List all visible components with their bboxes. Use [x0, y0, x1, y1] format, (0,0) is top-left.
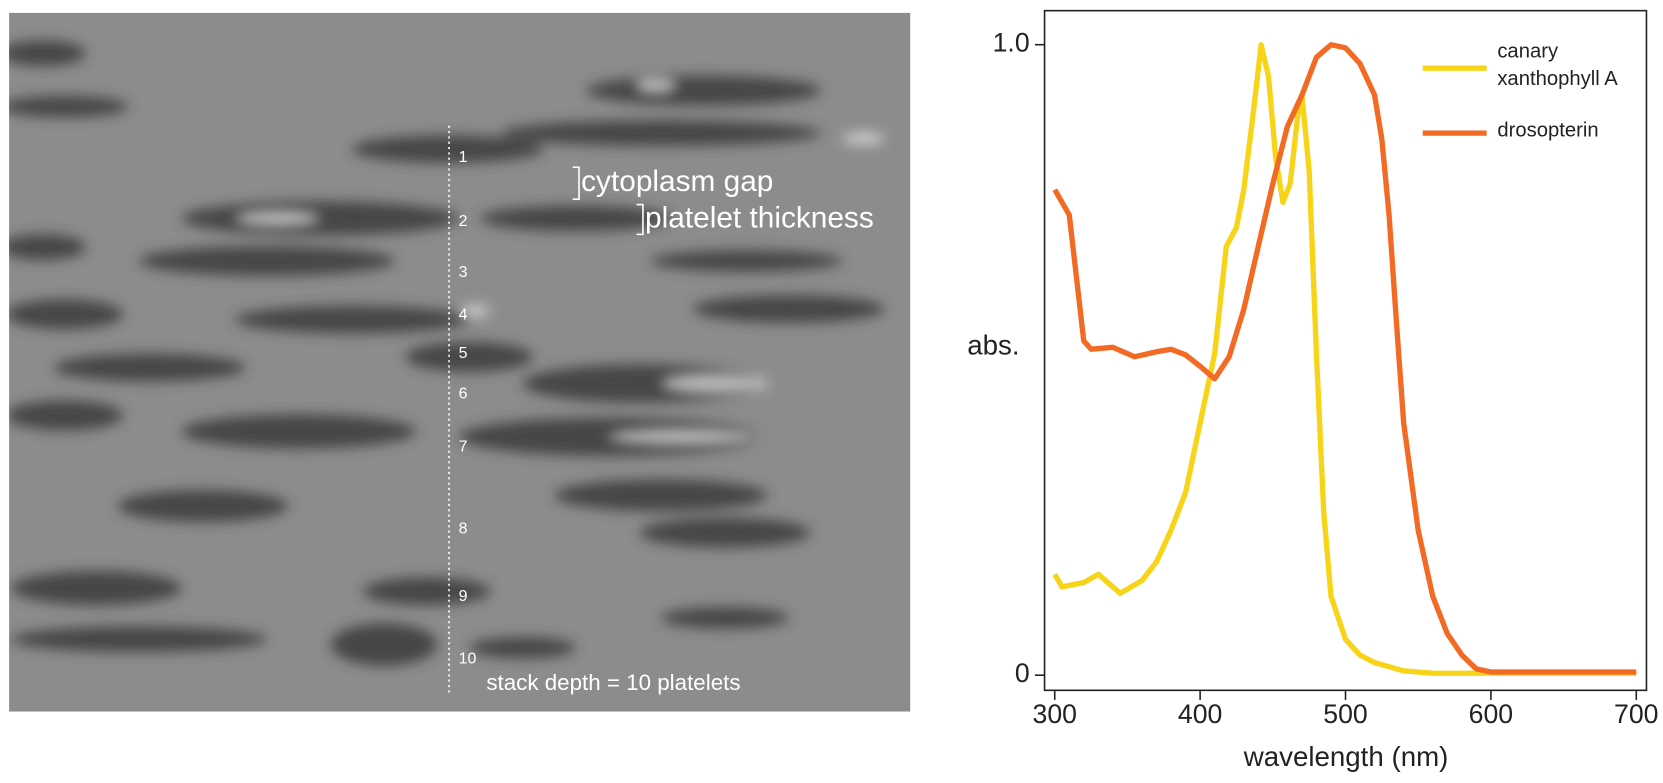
plot-frame	[1043, 9, 1648, 692]
stack-numbers: 1 2 3 4 5 6 7 8 9 10	[459, 149, 477, 668]
annotation: stack depth = 10 platelets	[486, 670, 740, 695]
x-tick-label: 500	[1323, 699, 1367, 729]
series-line	[1052, 42, 1637, 675]
series-line	[1052, 42, 1637, 676]
stack-number: 7	[459, 439, 468, 456]
stack-number: 8	[459, 521, 468, 538]
x-tick-label: 300	[1033, 699, 1077, 729]
stack-number: 2	[459, 213, 468, 230]
stack-number: 4	[459, 307, 468, 324]
stack-number: 6	[459, 385, 468, 402]
legend-label: drosopterin	[1497, 119, 1599, 142]
annotation: platelet thickness	[645, 201, 874, 234]
y-tick-label: 1.0	[993, 28, 1030, 58]
x-tick-label: 400	[1178, 699, 1222, 729]
y-tick-label: 0	[1015, 658, 1030, 688]
x-tick-label: 700	[1614, 699, 1658, 729]
x-axis-label: wavelength (nm)	[1243, 741, 1449, 772]
stack-number: 9	[459, 588, 468, 605]
micrograph	[9, 12, 911, 712]
bracket	[572, 166, 580, 201]
x-tick-label: 600	[1469, 699, 1513, 729]
stack-number: 3	[459, 264, 468, 281]
bracket	[636, 203, 644, 236]
legend-label: canary xanthophyll A	[1497, 40, 1618, 91]
y-axis-label: abs.	[967, 330, 1019, 361]
stack-number: 10	[459, 651, 477, 668]
stack-number: 1	[459, 149, 468, 166]
legend-entry: drosopterin	[1497, 119, 1599, 142]
stack-number: 5	[459, 345, 468, 362]
annotation: cytoplasm gap	[581, 165, 773, 198]
legend-entry: canary xanthophyll A	[1497, 40, 1618, 91]
